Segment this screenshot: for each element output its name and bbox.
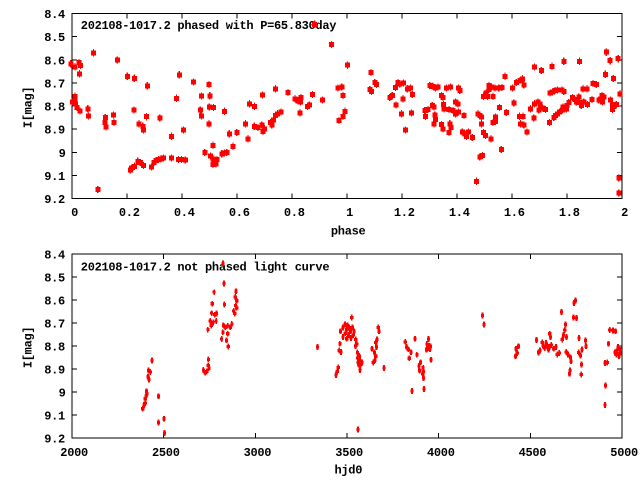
svg-text:8.8: 8.8	[44, 101, 65, 115]
svg-text:8.9: 8.9	[44, 364, 65, 378]
svg-text:I[mag]: I[mag]	[22, 327, 36, 368]
svg-text:8.9: 8.9	[44, 124, 65, 138]
svg-text:1.8: 1.8	[559, 206, 580, 220]
svg-text:I[mag]: I[mag]	[22, 87, 36, 128]
svg-text:0.6: 0.6	[229, 206, 250, 220]
svg-text:8.5: 8.5	[44, 272, 65, 286]
svg-text:0.2: 0.2	[119, 206, 140, 220]
svg-text:1.6: 1.6	[504, 206, 525, 220]
svg-text:0: 0	[71, 206, 78, 220]
svg-text:1.2: 1.2	[394, 206, 415, 220]
svg-text:5000: 5000	[610, 446, 638, 460]
svg-text:4500: 4500	[519, 446, 547, 460]
svg-text:2000: 2000	[60, 446, 88, 460]
svg-text:9.2: 9.2	[44, 193, 65, 207]
svg-text:9.2: 9.2	[44, 433, 65, 447]
svg-text:9: 9	[59, 387, 66, 401]
svg-text:8.4: 8.4	[44, 8, 65, 22]
svg-text:9.1: 9.1	[44, 410, 65, 424]
svg-text:8.4: 8.4	[44, 249, 65, 263]
svg-text:1.4: 1.4	[449, 206, 470, 220]
svg-text:0.8: 0.8	[284, 206, 305, 220]
svg-text:4000: 4000	[427, 446, 455, 460]
svg-text:hjd0: hjd0	[335, 464, 363, 478]
svg-text:3500: 3500	[335, 446, 363, 460]
svg-text:1: 1	[346, 206, 353, 220]
svg-text:phase: phase	[331, 225, 366, 239]
svg-text:9: 9	[59, 147, 66, 161]
svg-text:9.1: 9.1	[44, 170, 65, 184]
svg-text:2: 2	[621, 206, 628, 220]
svg-text:8.5: 8.5	[44, 31, 65, 45]
svg-text:2500: 2500	[152, 446, 180, 460]
svg-text:8.8: 8.8	[44, 341, 65, 355]
svg-text:0.4: 0.4	[174, 206, 195, 220]
svg-text:202108-1017.2 phased with P=65: 202108-1017.2 phased with P=65.830day	[81, 19, 336, 33]
svg-text:3000: 3000	[244, 446, 272, 460]
svg-text:8.7: 8.7	[44, 318, 65, 332]
svg-text:8.6: 8.6	[44, 54, 65, 68]
svg-text:8.7: 8.7	[44, 77, 65, 91]
svg-text:8.6: 8.6	[44, 295, 65, 309]
svg-text:202108-1017.2 not phased light: 202108-1017.2 not phased light curve	[81, 260, 330, 274]
